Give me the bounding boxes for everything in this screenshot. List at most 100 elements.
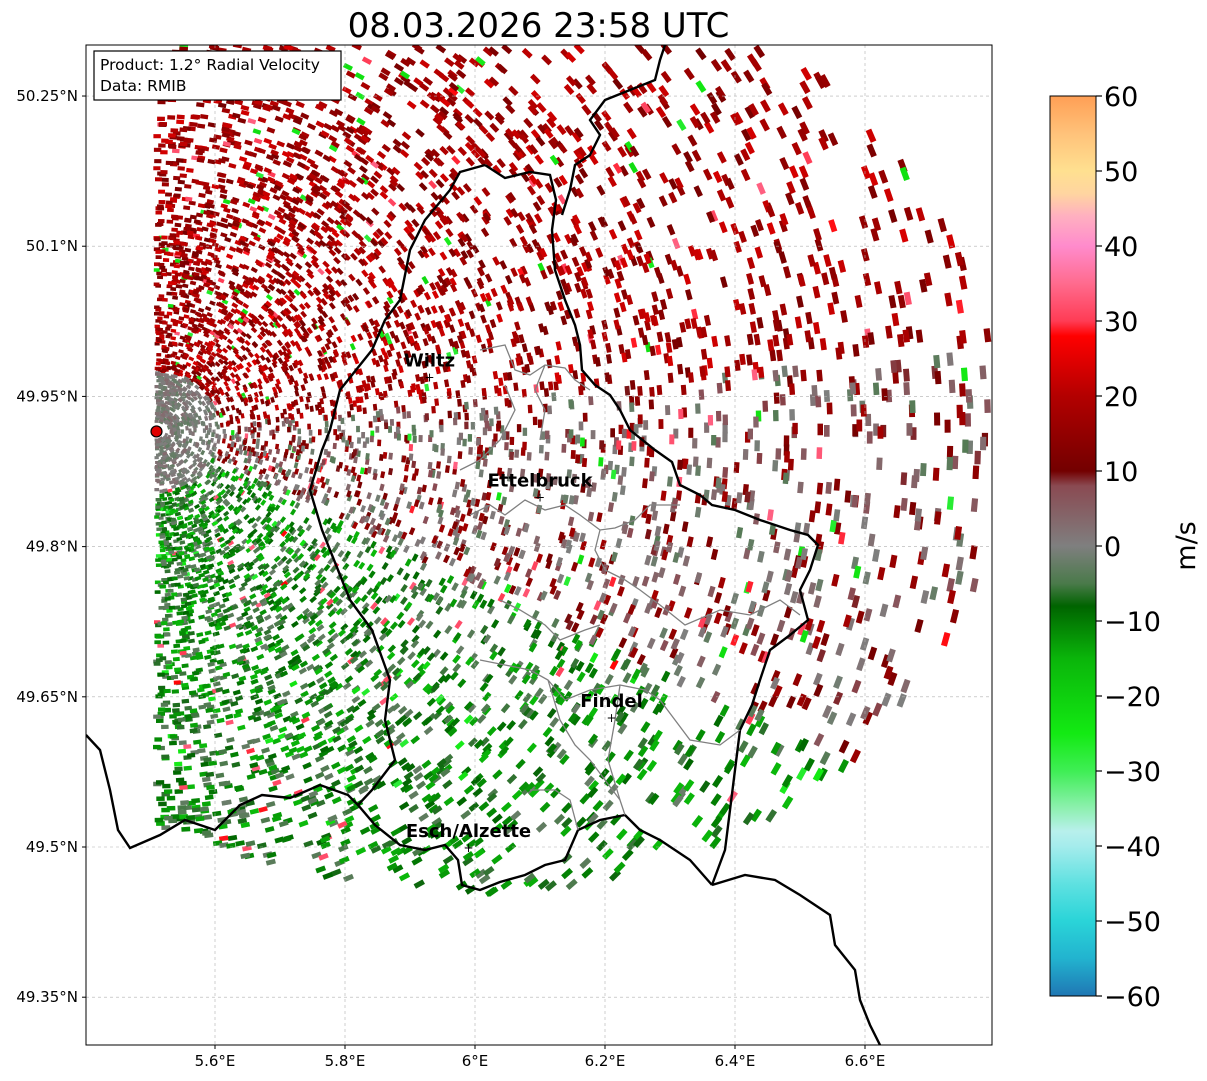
velocity-pixel [168, 133, 176, 138]
velocity-pixel [201, 326, 208, 332]
velocity-pixel [539, 381, 545, 391]
velocity-pixel [343, 159, 353, 168]
velocity-pixel [546, 708, 557, 719]
velocity-pixel [179, 302, 186, 307]
velocity-pixel [526, 742, 537, 754]
velocity-pixel [154, 324, 160, 329]
velocity-pixel [342, 130, 352, 140]
velocity-pixel [588, 706, 599, 718]
velocity-pixel [303, 745, 313, 753]
velocity-pixel [506, 556, 514, 566]
velocity-pixel [164, 613, 172, 618]
velocity-pixel [772, 369, 779, 382]
velocity-pixel [751, 369, 758, 381]
velocity-pixel [267, 449, 273, 455]
velocity-pixel [241, 538, 248, 545]
velocity-pixel [388, 426, 393, 433]
velocity-pixel [251, 664, 260, 671]
velocity-pixel [459, 599, 468, 609]
velocity-pixel [219, 318, 227, 325]
velocity-pixel [629, 701, 640, 713]
velocity-pixel [595, 247, 604, 258]
map-plot-area[interactable]: +Wiltz+Ettelbruck+Findel+Esch/Alzette [86, 42, 992, 1045]
velocity-pixel [194, 384, 200, 390]
velocity-pixel [437, 516, 444, 525]
velocity-pixel [285, 107, 295, 115]
velocity-pixel [155, 362, 161, 366]
velocity-pixel [689, 116, 701, 129]
velocity-pixel [435, 765, 446, 776]
velocity-pixel [439, 666, 449, 676]
velocity-pixel [315, 619, 323, 628]
velocity-pixel [672, 739, 683, 752]
velocity-pixel [380, 626, 389, 635]
velocity-pixel [220, 217, 229, 224]
velocity-pixel [345, 351, 352, 359]
velocity-pixel [476, 777, 487, 788]
velocity-pixel [584, 690, 595, 702]
velocity-pixel [621, 772, 632, 785]
velocity-pixel [191, 797, 201, 804]
velocity-pixel [569, 236, 578, 247]
velocity-pixel [397, 757, 408, 767]
velocity-pixel [156, 271, 163, 276]
velocity-pixel [210, 437, 214, 443]
velocity-pixel [337, 425, 342, 432]
velocity-pixel [214, 361, 221, 368]
velocity-pixel [612, 78, 624, 90]
velocity-pixel [153, 134, 161, 139]
velocity-pixel [154, 817, 164, 823]
velocity-pixel [430, 201, 439, 212]
velocity-pixel [164, 596, 171, 601]
velocity-pixel [863, 608, 873, 622]
velocity-pixel [326, 589, 334, 597]
velocity-pixel [317, 267, 325, 276]
velocity-pixel [493, 385, 500, 394]
velocity-pixel [521, 47, 533, 59]
velocity-pixel [454, 509, 461, 519]
velocity-pixel [176, 114, 185, 120]
velocity-pixel [722, 467, 729, 478]
velocity-pixel [328, 316, 335, 324]
velocity-pixel [369, 645, 378, 654]
velocity-pixel [155, 512, 161, 516]
velocity-pixel [163, 707, 171, 713]
velocity-pixel [944, 419, 951, 433]
velocity-pixel [174, 222, 182, 228]
velocity-pixel [189, 728, 198, 734]
velocity-pixel [368, 570, 376, 579]
velocity-pixel [314, 639, 323, 647]
velocity-pixel [309, 595, 317, 604]
velocity-pixel [427, 461, 433, 470]
velocity-pixel [396, 305, 404, 314]
velocity-pixel [180, 800, 189, 806]
velocity-pixel [335, 279, 343, 287]
velocity-pixel [297, 428, 301, 435]
velocity-pixel [205, 479, 212, 485]
velocity-pixel [424, 306, 432, 316]
velocity-pixel [236, 418, 241, 424]
velocity-pixel [232, 459, 238, 466]
velocity-pixel [235, 643, 243, 650]
velocity-pixel [432, 483, 438, 492]
velocity-pixel [552, 232, 561, 243]
velocity-pixel [263, 634, 272, 641]
velocity-pixel [335, 607, 344, 616]
velocity-pixel [946, 234, 956, 249]
velocity-pixel [435, 461, 441, 469]
velocity-pixel [372, 415, 378, 423]
velocity-pixel [304, 443, 309, 450]
velocity-pixel [897, 294, 906, 309]
velocity-pixel [166, 207, 174, 213]
velocity-pixel [946, 352, 954, 366]
velocity-pixel [718, 221, 728, 234]
velocity-pixel [576, 609, 585, 620]
velocity-pixel [560, 825, 572, 837]
velocity-pixel [722, 423, 728, 434]
velocity-pixel [313, 184, 322, 192]
velocity-pixel [302, 616, 310, 625]
velocity-pixel [687, 134, 698, 147]
velocity-pixel [168, 740, 177, 746]
velocity-pixel [578, 385, 584, 396]
velocity-pixel [474, 868, 487, 879]
